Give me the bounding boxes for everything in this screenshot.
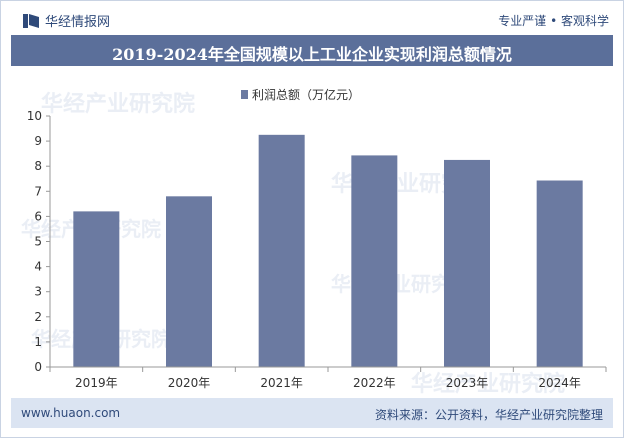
watermark-text: 华经产业研究院 xyxy=(411,371,565,397)
legend: 利润总额（万亿元） xyxy=(241,87,360,102)
x-tick-label: 2019年 xyxy=(75,376,118,390)
x-tick-label: 2023年 xyxy=(446,376,489,390)
y-tick-label: 7 xyxy=(34,184,42,198)
y-tick-label: 1 xyxy=(34,335,42,349)
x-tick-label: 2022年 xyxy=(353,376,396,390)
legend-swatch xyxy=(241,90,248,99)
y-tick-label: 3 xyxy=(34,285,42,299)
y-tick-label: 10 xyxy=(27,109,42,123)
brand[interactable]: 华经情报网 xyxy=(23,11,110,30)
bar xyxy=(258,134,305,367)
bar xyxy=(444,159,490,367)
x-tick-label: 2020年 xyxy=(168,376,211,390)
y-tick-label: 4 xyxy=(34,260,42,274)
top-bar: 华经情报网 专业严谨 • 客观科学 xyxy=(1,1,623,35)
watermark-text: 华经产业研究院 xyxy=(41,91,195,117)
legend-label: 利润总额（万亿元） xyxy=(252,87,360,102)
x-tick-label: 2024年 xyxy=(538,376,581,390)
title-bar: 2019-2024年全国规模以上工业企业实现利润总额情况 xyxy=(11,35,613,66)
y-tick-label: 8 xyxy=(34,159,42,173)
y-tick-label: 0 xyxy=(34,360,42,374)
bar xyxy=(351,155,398,367)
x-tick-label: 2021年 xyxy=(260,376,303,390)
huajing-logo-icon xyxy=(23,13,39,28)
bar xyxy=(73,211,120,367)
footer-url[interactable]: www.huaon.com xyxy=(21,406,121,420)
y-tick-label: 5 xyxy=(34,235,42,249)
y-tick-label: 2 xyxy=(34,310,42,324)
bar xyxy=(536,180,583,367)
chart-title: 2019-2024年全国规模以上工业企业实现利润总额情况 xyxy=(112,45,512,64)
bar xyxy=(166,196,212,367)
brand-name: 华经情报网 xyxy=(45,15,111,30)
x-axis: 2019年 2020年 2021年 2022年 2023年 2024年 xyxy=(49,366,607,390)
y-tick-label: 9 xyxy=(34,134,42,148)
slogan: 专业严谨 • 客观科学 xyxy=(498,14,609,28)
bars xyxy=(73,134,583,367)
y-tick-label: 6 xyxy=(34,209,42,223)
footer: www.huaon.com 资料来源：公开资料，华经产业研究院整理 xyxy=(11,398,613,428)
y-axis: 0 1 2 3 4 5 6 7 8 9 10 xyxy=(27,109,51,374)
footer-source: 资料来源：公开资料，华经产业研究院整理 xyxy=(374,408,603,422)
